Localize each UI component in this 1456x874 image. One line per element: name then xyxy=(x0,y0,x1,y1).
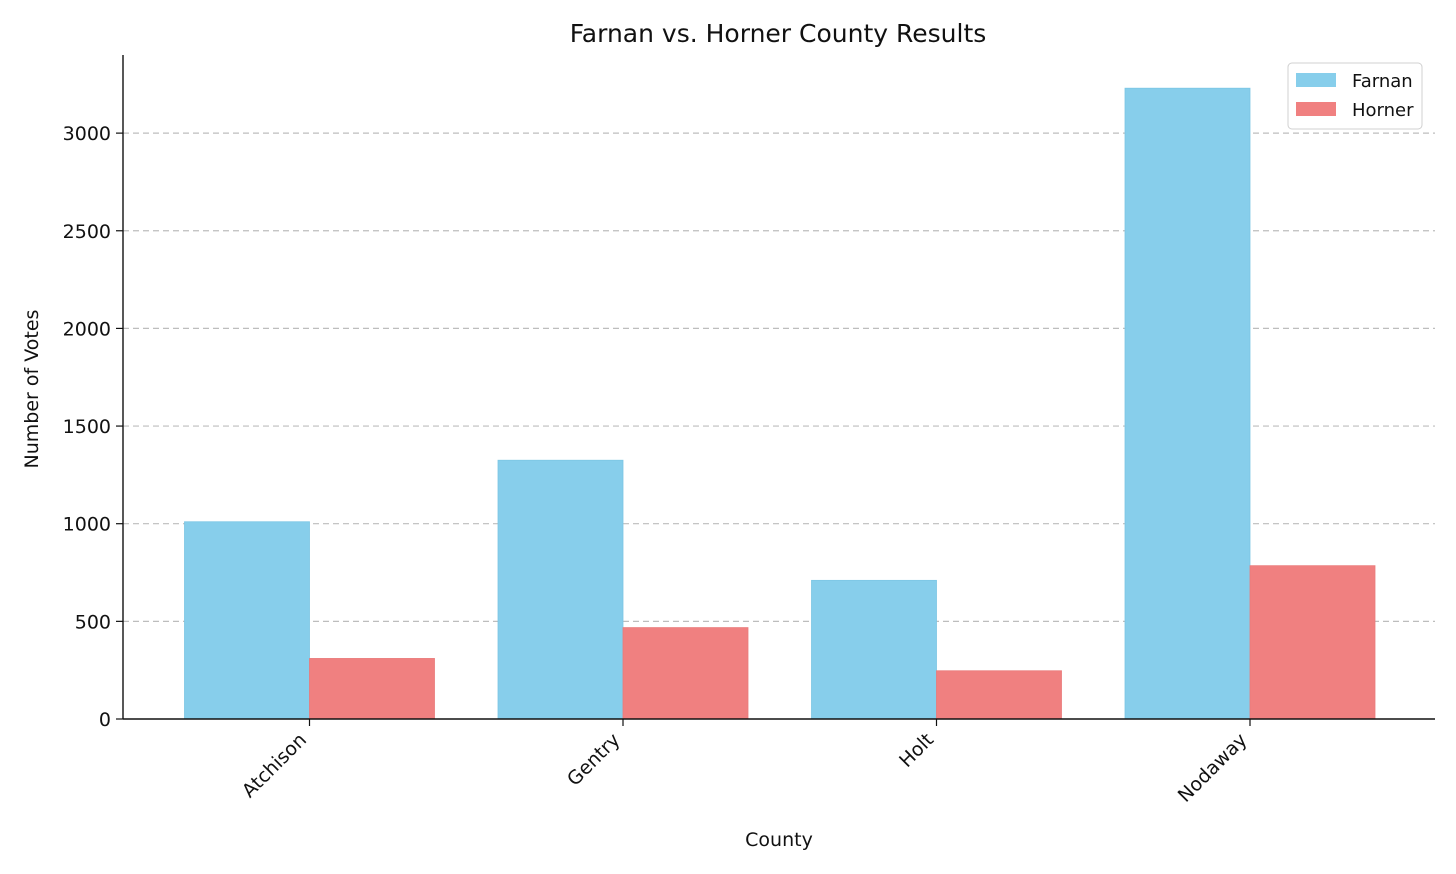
y-tick-label: 2500 xyxy=(63,221,111,243)
bar-farnan-nodaway xyxy=(1124,87,1251,720)
legend-label-farnan: Farnan xyxy=(1352,71,1413,92)
legend-swatch-farnan xyxy=(1296,73,1336,87)
y-tick-label: 3000 xyxy=(63,123,111,145)
x-tick-label: Nodaway xyxy=(1174,729,1252,807)
x-tick-label: Atchison xyxy=(238,729,311,802)
bars xyxy=(184,87,1376,720)
bar-farnan-gentry xyxy=(497,459,624,720)
bar-horner-gentry xyxy=(622,627,749,720)
y-tick-label: 1500 xyxy=(63,416,111,438)
bar-farnan-atchison xyxy=(184,521,310,720)
legend-swatch-horner xyxy=(1296,102,1336,116)
y-tick-label: 500 xyxy=(75,611,111,633)
x-axis-label: County xyxy=(745,829,813,851)
y-tick-label: 0 xyxy=(99,709,111,731)
bar-horner-holt xyxy=(936,670,1062,720)
x-tick-label: Gentry xyxy=(563,729,624,790)
y-tick-label: 2000 xyxy=(63,318,111,340)
bar-horner-atchison xyxy=(309,658,435,720)
x-tick-label: Holt xyxy=(895,729,938,772)
y-axis-label: Number of Votes xyxy=(21,310,43,469)
legend-label-horner: Horner xyxy=(1352,100,1414,121)
y-tick-label: 1000 xyxy=(63,514,111,536)
y-axis-ticks: 0 500 1000 1500 2000 2500 3000 xyxy=(63,123,123,731)
chart-title: Farnan vs. Horner County Results xyxy=(570,19,987,48)
x-axis-ticks: Atchison Gentry Holt Nodaway xyxy=(238,719,1252,807)
bar-horner-nodaway xyxy=(1249,565,1376,720)
legend: Farnan Horner xyxy=(1287,62,1423,130)
bar-farnan-holt xyxy=(811,579,937,720)
